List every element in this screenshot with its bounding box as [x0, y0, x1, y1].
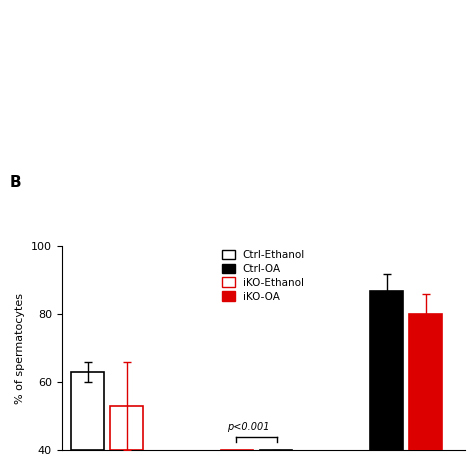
Bar: [370, 291, 403, 450]
Legend: Ctrl-Ethanol, Ctrl-OA, iKO-Ethanol, iKO-OA: Ctrl-Ethanol, Ctrl-OA, iKO-Ethanol, iKO-…: [220, 247, 307, 304]
Bar: [409, 314, 442, 450]
Bar: [110, 406, 143, 450]
Bar: [72, 372, 104, 450]
Text: p<0.001: p<0.001: [228, 421, 270, 432]
Y-axis label: % of spermatocytes: % of spermatocytes: [15, 293, 25, 404]
Bar: [260, 450, 292, 464]
Bar: [221, 450, 253, 474]
Text: B: B: [9, 175, 21, 190]
